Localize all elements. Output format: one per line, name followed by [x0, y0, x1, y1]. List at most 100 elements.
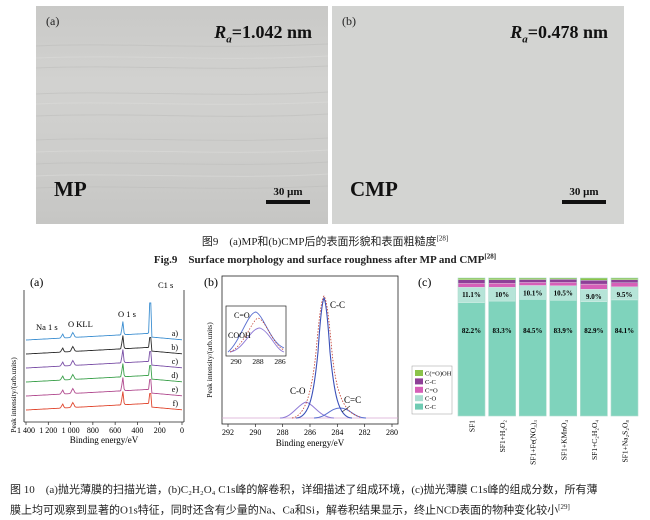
- composition-chart-panel: (c) C(=O)OHC-CC=OC-OC-C 11.1%82.2%10%83.…: [411, 275, 639, 465]
- category-label: SF1+Na₂S₂O₈: [621, 420, 630, 463]
- c1s-xlabel: Binding energy/eV: [276, 438, 345, 448]
- c1s-inset: C=O COOH 290 288 286: [225, 305, 287, 366]
- survey-trace: [25, 391, 183, 411]
- survey-tick-label: 1 200: [39, 426, 57, 435]
- legend-label: C-O: [425, 396, 437, 403]
- legend-swatch: [415, 370, 423, 376]
- fig9-caption-en: Fig.9 Surface morphology and surface rou…: [153, 252, 497, 266]
- survey-trace: [25, 335, 183, 355]
- label-cc: C-C: [330, 300, 345, 310]
- legend-label: C-C: [425, 404, 436, 411]
- c1s-tick-label: 280: [386, 428, 398, 437]
- category-label: SF1+C₂H₂O₄: [590, 420, 599, 460]
- bar-segment: [457, 283, 486, 288]
- c1s-x-ticks: 292 290 288 286 284 282 280: [222, 424, 398, 437]
- c1s-tick-label: 286: [304, 428, 316, 437]
- category-label: SF1: [468, 420, 477, 432]
- c1s-tick-label: 288: [277, 428, 289, 437]
- survey-trace-label: e): [172, 385, 179, 394]
- survey-tick-label: 200: [154, 426, 166, 435]
- composition-bars: 11.1% 82.2% 10% 83.3% 10.1% 84.5% 10.5% 83.9% 9.…: [457, 277, 639, 417]
- bar-segment: [580, 283, 608, 290]
- legend-swatch: [415, 386, 423, 393]
- survey-tick-label: 1 000: [62, 426, 80, 435]
- bar-segment: [519, 299, 547, 417]
- bar-segment: [610, 279, 639, 283]
- bar-segment: [457, 279, 486, 284]
- fig10-caption-line2: 膜上均可观察到显著的O1s特征，同时还含有少量的Na、Ca和Si，解卷积结果显示…: [10, 503, 570, 517]
- peak-label-c1s: C1 s: [158, 280, 173, 290]
- data-label-co: 10%: [495, 291, 509, 299]
- survey-trace-label: c): [172, 357, 179, 366]
- fig10-caption-line1: 图 10 (a)抛光薄膜的扫描光谱，(b)C₂H₂O₄ C1s峰的解卷积，详细描…: [10, 484, 598, 496]
- survey-x-ticks: 1 400 1 200 1 000 800 600 400 200 0: [17, 422, 184, 435]
- bar-segment: [610, 299, 639, 417]
- survey-tick-label: 1 400: [17, 426, 35, 435]
- peak-label-o1s: O 1 s: [118, 309, 136, 319]
- category-label: SF1+Fe(NO₃)₃: [529, 420, 538, 465]
- composition-category-labels: SF1 SF1+H₂O₂ SF1+Fe(NO₃)₃ SF1+KMnO₄ SF1+C₂H₂…: [468, 420, 630, 465]
- panel-tag-b: (b): [342, 14, 356, 28]
- data-label-co: 9.0%: [586, 293, 602, 301]
- panel-tag-a: (a): [46, 14, 60, 28]
- bar-segment: [457, 277, 486, 280]
- bar-segment: [457, 302, 486, 417]
- bar-segment: [488, 279, 516, 284]
- data-label-cc: 82.9%: [584, 327, 603, 335]
- bar-segment: [549, 279, 577, 283]
- data-label-co: 11.1%: [462, 291, 481, 299]
- survey-tick-label: 400: [131, 426, 143, 435]
- peak-label-okll: O KLL: [68, 319, 93, 329]
- panel-tag-10c: (c): [418, 275, 431, 289]
- label-cec: C=C: [344, 395, 361, 405]
- survey-trace-label: b): [171, 343, 178, 352]
- composition-legend: C(=O)OHC-CC=OC-OC-C: [411, 365, 453, 415]
- bar-segment: [549, 300, 577, 417]
- panel-tag-10a: (a): [30, 275, 43, 289]
- legend-label: C=O: [425, 387, 438, 394]
- survey-trace-label: d): [171, 371, 178, 380]
- inset-tick-label: 288: [252, 357, 264, 366]
- data-label-co: 10.5%: [554, 290, 573, 298]
- legend-swatch: [415, 403, 423, 410]
- c1s-deconvolution-panel: (b) Peak intensity/(arb.units) 292 290 288…: [204, 275, 399, 448]
- survey-trace: [25, 377, 183, 397]
- survey-trace: [25, 349, 183, 369]
- panel-tag-10b: (b): [204, 275, 218, 289]
- survey-trace-label: a): [172, 329, 179, 338]
- bar-segment: [580, 280, 608, 285]
- survey-tick-label: 0: [180, 426, 184, 435]
- bar-segment: [580, 301, 608, 417]
- bar-segment: [488, 277, 516, 280]
- bar-segment: [549, 282, 577, 286]
- data-label-co: 10.1%: [523, 289, 542, 297]
- roughness-label-mp: Ra=1.042 nm: [214, 22, 312, 46]
- bar-segment: [610, 282, 639, 287]
- scale-bar-mp: 30 μm: [266, 186, 310, 204]
- legend-label: C(=O)OH: [425, 371, 452, 378]
- data-label-cc: 84.1%: [615, 327, 634, 335]
- label-co: C-O: [290, 386, 306, 396]
- bar-segment: [519, 279, 547, 283]
- xps-survey-panel: (a) Peak intensity/(arb.units) 1 400 1 20…: [9, 275, 185, 445]
- micrograph-mp: (a) Ra=1.042 nm MP 30 μm: [36, 6, 328, 224]
- survey-xlabel: Binding energy/eV: [70, 435, 139, 445]
- c1s-tick-label: 282: [359, 428, 371, 437]
- bar-segment: [519, 282, 547, 286]
- survey-tick-label: 800: [87, 426, 99, 435]
- survey-ylabel: Peak intensity/(arb.units): [9, 357, 18, 433]
- category-label: SF1+KMnO₄: [559, 420, 568, 461]
- c1s-tick-label: 284: [331, 428, 343, 437]
- survey-trace-label: f): [173, 399, 179, 408]
- mp-surface-texture: [36, 43, 328, 189]
- method-label-cmp: CMP: [350, 177, 398, 201]
- survey-traces: a) b) c) d) e) f): [25, 302, 183, 411]
- c1s-ylabel: Peak intensity/(arb.units): [205, 322, 214, 398]
- method-label-mp: MP: [54, 177, 87, 201]
- roughness-label-cmp: Ra=0.478 nm: [510, 22, 608, 46]
- c1s-tick-label: 290: [249, 428, 261, 437]
- inset-tick-label: 286: [274, 357, 286, 366]
- legend-label: C-C: [425, 379, 436, 386]
- bar-segment: [488, 283, 516, 288]
- micrograph-cmp: (b) Ra=0.478 nm CMP 30 μm: [332, 6, 624, 224]
